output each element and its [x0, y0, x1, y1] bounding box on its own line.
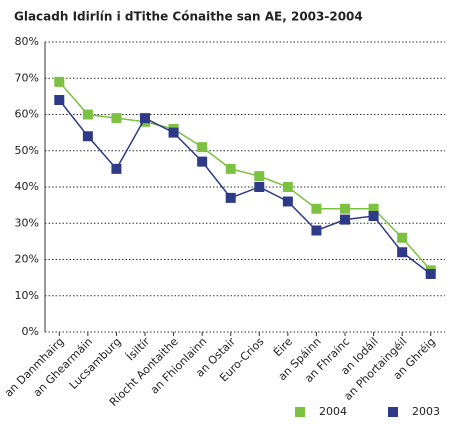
- point-marker: [254, 182, 265, 192]
- point-marker: [140, 113, 150, 124]
- point-marker: [311, 225, 322, 236]
- y-tick-label: 0%: [22, 325, 39, 338]
- point-marker: [225, 163, 236, 174]
- legend-swatch: [388, 407, 398, 417]
- point-marker: [340, 214, 350, 225]
- point-marker: [197, 142, 208, 153]
- y-tick-label: 10%: [15, 289, 39, 302]
- point-marker: [311, 203, 322, 214]
- point-marker: [254, 171, 265, 182]
- y-tick-label: 80%: [15, 35, 39, 48]
- y-tick-label: 30%: [15, 216, 39, 229]
- point-marker: [111, 113, 122, 124]
- point-marker: [82, 109, 93, 120]
- point-marker: [340, 203, 350, 214]
- legend-swatch: [295, 407, 305, 417]
- x-tick-label: Éire: [271, 335, 295, 359]
- y-tick-label: 70%: [15, 71, 39, 84]
- point-marker: [282, 182, 293, 192]
- point-marker: [54, 76, 65, 87]
- point-marker: [168, 127, 179, 138]
- series-line: [58, 81, 432, 271]
- y-tick-label: 60%: [15, 108, 39, 121]
- point-marker: [425, 269, 436, 279]
- y-tick-label: 20%: [15, 253, 39, 266]
- point-marker: [368, 203, 379, 214]
- point-marker: [197, 156, 208, 167]
- y-tick-label: 40%: [15, 180, 39, 193]
- point-marker: [397, 247, 408, 258]
- point-marker: [82, 131, 93, 142]
- point-marker: [111, 163, 122, 174]
- point-marker: [368, 211, 379, 221]
- point-marker: [225, 192, 236, 203]
- point-marker: [397, 232, 408, 243]
- legend-label: 2003: [412, 405, 440, 418]
- point-marker: [282, 196, 293, 207]
- y-tick-label: 50%: [15, 144, 39, 157]
- chart-title: Glacadh Idirlín i dTithe Cónaithe san AE…: [14, 10, 363, 24]
- legend-label: 2004: [319, 405, 347, 418]
- point-marker: [54, 95, 65, 105]
